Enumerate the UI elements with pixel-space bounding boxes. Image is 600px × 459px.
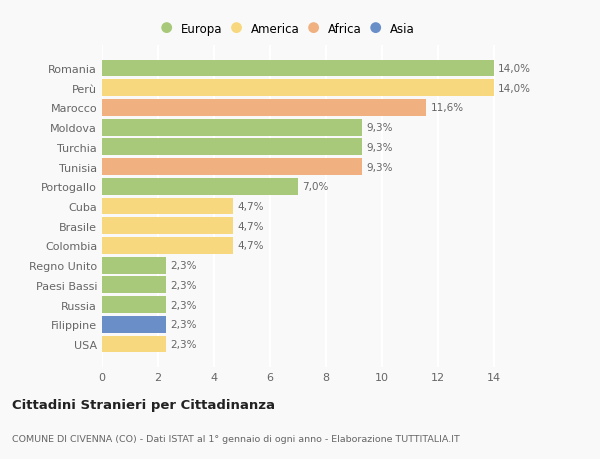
Bar [102,139,362,156]
Text: 7,0%: 7,0% [302,182,328,192]
Text: 2,3%: 2,3% [170,339,197,349]
Text: 4,7%: 4,7% [238,221,264,231]
Text: 14,0%: 14,0% [498,84,531,94]
Text: 4,7%: 4,7% [238,241,264,251]
Bar [102,119,362,136]
Bar [102,100,427,117]
Bar [102,198,233,215]
Text: 9,3%: 9,3% [367,123,393,133]
Text: 2,3%: 2,3% [170,280,197,290]
Bar [102,316,166,333]
Legend: Europa, America, Africa, Asia: Europa, America, Africa, Asia [162,23,415,36]
Text: 2,3%: 2,3% [170,261,197,270]
Text: 9,3%: 9,3% [367,162,393,172]
Text: 2,3%: 2,3% [170,319,197,330]
Text: 2,3%: 2,3% [170,300,197,310]
Bar [102,277,166,294]
Text: Cittadini Stranieri per Cittadinanza: Cittadini Stranieri per Cittadinanza [12,398,275,412]
Bar [102,179,298,195]
Text: 9,3%: 9,3% [367,143,393,152]
Bar [102,336,166,353]
Bar [102,218,233,235]
Text: COMUNE DI CIVENNA (CO) - Dati ISTAT al 1° gennaio di ogni anno - Elaborazione TU: COMUNE DI CIVENNA (CO) - Dati ISTAT al 1… [12,434,460,442]
Bar [102,297,166,313]
Bar [102,61,494,77]
Text: 14,0%: 14,0% [498,64,531,74]
Text: 4,7%: 4,7% [238,202,264,212]
Bar [102,257,166,274]
Bar [102,80,494,97]
Bar [102,159,362,176]
Bar [102,237,233,254]
Text: 11,6%: 11,6% [431,103,464,113]
